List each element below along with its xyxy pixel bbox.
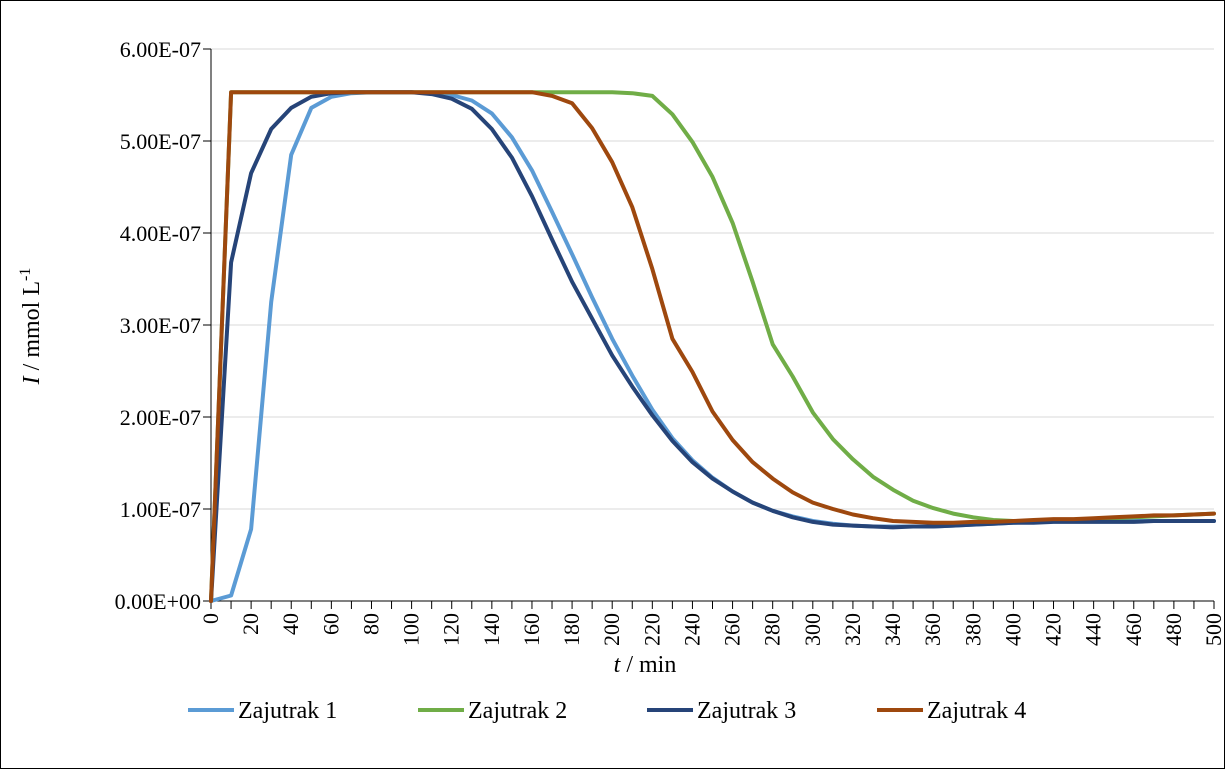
y-tick-label: 6.00E-07 xyxy=(120,37,201,62)
x-tick-label: 260 xyxy=(720,613,745,646)
series-line-4 xyxy=(209,90,1216,603)
x-tick-label: 100 xyxy=(399,613,424,646)
legend-label: Zajutrak 2 xyxy=(468,698,567,724)
x-tick-label: 440 xyxy=(1081,613,1106,646)
x-axis-unit: / min xyxy=(620,652,676,678)
y-tick-label: 2.00E-07 xyxy=(120,405,201,430)
x-tick-label: 480 xyxy=(1161,613,1186,646)
y-axis-variable: I xyxy=(19,375,45,385)
legend: Zajutrak 1 Zajutrak 2 Zajutrak 3 Zajutrak 4 xyxy=(188,698,1026,724)
x-tick-label: 460 xyxy=(1121,613,1146,646)
x-tick-label: 200 xyxy=(599,613,624,646)
legend-label: Zajutrak 1 xyxy=(238,698,337,724)
x-tick-label: 20 xyxy=(238,613,263,635)
x-tick-label: 360 xyxy=(920,613,945,646)
y-axis-label: I / mmol L-1 xyxy=(17,268,45,386)
x-tick-label: 120 xyxy=(439,613,464,646)
x-tick-label: 140 xyxy=(479,613,504,646)
y-tick-label: 5.00E-07 xyxy=(120,129,201,154)
x-tick-label: 320 xyxy=(840,613,865,646)
x-tick-label: 80 xyxy=(358,613,383,635)
x-tick-label: 420 xyxy=(1041,613,1066,646)
y-tick-label: 4.00E-07 xyxy=(120,221,201,246)
y-tick-label: 3.00E-07 xyxy=(120,313,201,338)
x-axis-label: t / min xyxy=(614,652,677,678)
x-tick-label: 0 xyxy=(198,613,223,624)
x-tick-label: 380 xyxy=(960,613,985,646)
series-lines xyxy=(209,90,1216,603)
x-tick-label: 60 xyxy=(318,613,343,635)
x-tick-label: 220 xyxy=(639,613,664,646)
legend-label: Zajutrak 3 xyxy=(697,698,796,724)
legend-label: Zajutrak 4 xyxy=(927,698,1026,724)
x-tick-labels: 0 20 40 60 80 100 120 140 160 180 200 220 240 260 280 3… xyxy=(198,601,1225,646)
x-tick-label: 400 xyxy=(1000,613,1025,646)
y-axis-unit-exponent: -1 xyxy=(17,268,34,281)
x-tick-label: 300 xyxy=(800,613,825,646)
x-tick-label: 340 xyxy=(880,613,905,646)
x-tick-label: 160 xyxy=(519,613,544,646)
x-tick-label: 180 xyxy=(559,613,584,646)
y-axis-unit: / mmol L xyxy=(19,281,45,376)
series-line-2 xyxy=(209,90,1216,603)
x-axis-variable: t xyxy=(614,652,622,678)
series-line-3 xyxy=(209,90,1216,603)
x-tick-label: 500 xyxy=(1201,613,1224,646)
y-tick-label: 0.00E+00 xyxy=(115,589,201,614)
x-tick-label: 280 xyxy=(760,613,785,646)
x-tick-label: 240 xyxy=(679,613,704,646)
gridlines xyxy=(211,48,1214,510)
series-line-1 xyxy=(209,90,1216,603)
y-tick-label: 1.00E-07 xyxy=(120,497,201,522)
x-tick-label: 40 xyxy=(278,613,303,635)
y-tick-labels: 0.00E+00 1.00E-07 2.00E-07 3.00E-07 4.00E-07… xyxy=(115,37,211,614)
